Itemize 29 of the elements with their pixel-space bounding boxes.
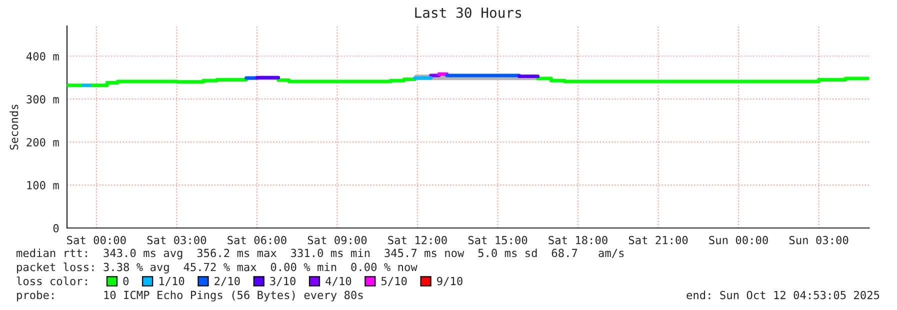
x-tick-label: Sat 18:00 [548,236,608,244]
legend-label: 2/10 [214,276,240,286]
x-tick-label: Sat 03:00 [147,236,206,244]
y-tick-label: 0 [53,224,59,232]
chart-title: Last 30 Hours [415,7,522,18]
legend-label: 0 [123,276,129,286]
x-tick-label: Sun 00:00 [709,236,768,244]
x-tick-label: Sun 03:00 [789,236,848,244]
x-tick-label: Sat 15:00 [468,236,528,244]
text: median rtt: 343.0 ms avg 356.2 ms max 331.0 ms min 345.7 ms now 5.0 ms sd 68.7 am/s [16,248,624,260]
y-tick-label: 300 m [26,95,59,104]
legend-label: 1/10 [159,276,184,286]
x-tick-label: Sat 21:00 [628,236,688,244]
text: probe: 10 ICMP Echo Pings (56 Bytes) every 80s [17,290,363,302]
x-tick-label: Sat 09:00 [308,236,367,244]
legend-label: 5/10 [381,276,407,286]
y-tick-label: 100 m [27,181,59,190]
text: end: Sun Oct 12 04:53:05 2025 [686,290,880,300]
y-tick-label: 200 m [26,138,59,146]
x-tick-label: Sat 00:00 [67,236,126,244]
x-tick-label: Sat 12:00 [388,236,447,244]
legend-title: loss color: [16,276,87,286]
text: packet loss: 3.38 % avg 45.72 % max 0.00 % min 0.00 % now [17,262,418,274]
legend-label: 9/10 [437,276,462,286]
y-tick-label: 400 m [26,52,59,61]
legend-label: 4/10 [326,276,352,286]
y-axis-title: Seconds [10,104,18,150]
x-tick-label: Sat 06:00 [228,236,286,244]
legend-label: 3/10 [270,276,296,286]
